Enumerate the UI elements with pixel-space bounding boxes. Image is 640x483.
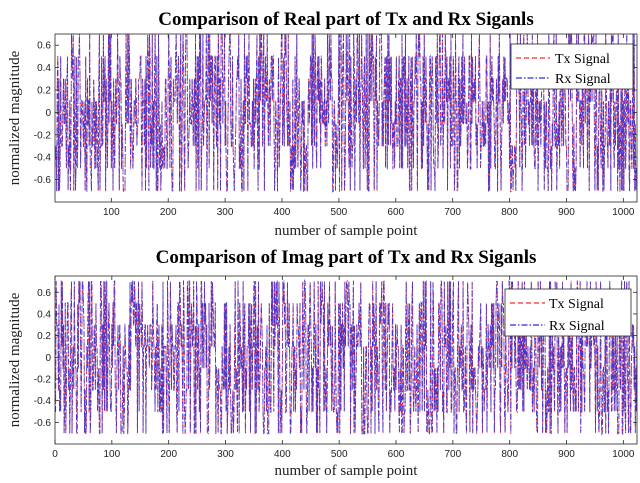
imag-plot-legend-tx-label: Tx Signal xyxy=(549,297,604,312)
real-plot-y-tick-label: 0.4 xyxy=(37,63,51,74)
imag-plot-legend: Tx Signal Rx Signal xyxy=(504,288,632,337)
real-plot-x-tick-label: 1000 xyxy=(612,207,635,218)
real-plot-x-tick-label: 300 xyxy=(217,207,234,218)
imag-plot-x-tick-label: 400 xyxy=(274,449,291,460)
real-plot-x-tick-label: 900 xyxy=(558,207,575,218)
real-plot-y-ticks: -0.6 -0.4 -0.2 0 0.2 0.4 0.6 xyxy=(34,41,637,186)
imag-plot-x-tick-label: 700 xyxy=(445,449,462,460)
imag-plot-y-tick-label: -0.4 xyxy=(34,396,52,407)
real-plot-series-layer xyxy=(55,34,637,194)
real-plot-x-tick-label: 200 xyxy=(160,207,177,218)
imag-plot-x-tick-label: 300 xyxy=(217,449,234,460)
imag-plot-x-axis-label: number of sample point xyxy=(275,463,419,479)
real-plot-legend-box xyxy=(510,43,634,90)
real-plot-y-tick-label: 0.6 xyxy=(37,41,51,52)
imag-plot-axes-box xyxy=(54,275,638,445)
imag-plot-legend-box xyxy=(504,288,632,337)
imag-plot-x-ticks: 0 100 200 300 400 500 600 700 800 900 1000 xyxy=(52,276,635,460)
real-plot-y-axis-label: normalized magnitude xyxy=(7,50,23,185)
real-plot-x-tick-label: 100 xyxy=(103,207,120,218)
real-plot-axes-box xyxy=(54,33,638,203)
imag-plot-legend-rx-label: Rx Signal xyxy=(549,319,605,334)
imag-plot-x-tick-label: 0 xyxy=(52,449,58,460)
imag-plot-x-tick-label: 600 xyxy=(388,449,405,460)
imag-plot-y-axis-label: normalized magnitude xyxy=(7,292,23,427)
imag-plot-y-tick-label: 0.4 xyxy=(37,309,51,320)
real-plot-y-tick-label: 0 xyxy=(45,108,51,119)
real-plot-legend-tx-label: Tx Signal xyxy=(555,52,610,67)
imag-plot-y-tick-label: 0 xyxy=(45,353,51,364)
imag-plot-x-tick-label: 1000 xyxy=(612,449,635,460)
imag-plot-x-tick-label: 900 xyxy=(558,449,575,460)
real-plot-legend: Tx Signal Rx Signal xyxy=(510,43,634,90)
real-plot-legend-rx-label: Rx Signal xyxy=(555,72,611,87)
real-plot-y-tick-label: -0.2 xyxy=(34,130,52,141)
real-plot-x-tick-label: 600 xyxy=(387,207,404,218)
imag-plot-y-tick-label: -0.6 xyxy=(34,418,52,429)
real-plot-title: Comparison of Real part of Tx and Rx Sig… xyxy=(158,9,533,30)
imag-part-plot: Comparison of Imag part of Tx and Rx Sig… xyxy=(7,247,638,479)
real-plot-x-tick-label: 500 xyxy=(331,207,348,218)
imag-plot-y-tick-label: -0.2 xyxy=(34,374,52,385)
imag-plot-x-tick-label: 500 xyxy=(331,449,348,460)
imag-plot-x-tick-label: 800 xyxy=(501,449,518,460)
imag-plot-x-tick-label: 200 xyxy=(160,449,177,460)
real-plot-y-tick-label: -0.4 xyxy=(34,153,52,164)
real-part-plot: Comparison of Real part of Tx and Rx Sig… xyxy=(7,9,638,239)
real-plot-x-tick-label: 700 xyxy=(444,207,461,218)
real-plot-x-ticks: 100 200 300 400 500 600 700 800 900 1000 xyxy=(103,34,635,218)
real-plot-y-tick-label: 0.2 xyxy=(37,86,51,97)
imag-plot-title: Comparison of Imag part of Tx and Rx Sig… xyxy=(156,247,537,268)
real-plot-x-tick-label: 400 xyxy=(274,207,291,218)
imag-plot-y-tick-label: 0.2 xyxy=(37,331,51,342)
real-plot-x-tick-label: 800 xyxy=(501,207,518,218)
imag-plot-y-tick-label: 0.6 xyxy=(37,288,51,299)
imag-plot-x-tick-label: 100 xyxy=(103,449,120,460)
real-plot-x-axis-label: number of sample point xyxy=(275,223,419,239)
imag-plot-y-ticks: -0.6 -0.4 -0.2 0 0.2 0.4 0.6 xyxy=(34,288,637,429)
real-plot-y-tick-label: -0.6 xyxy=(34,175,52,186)
